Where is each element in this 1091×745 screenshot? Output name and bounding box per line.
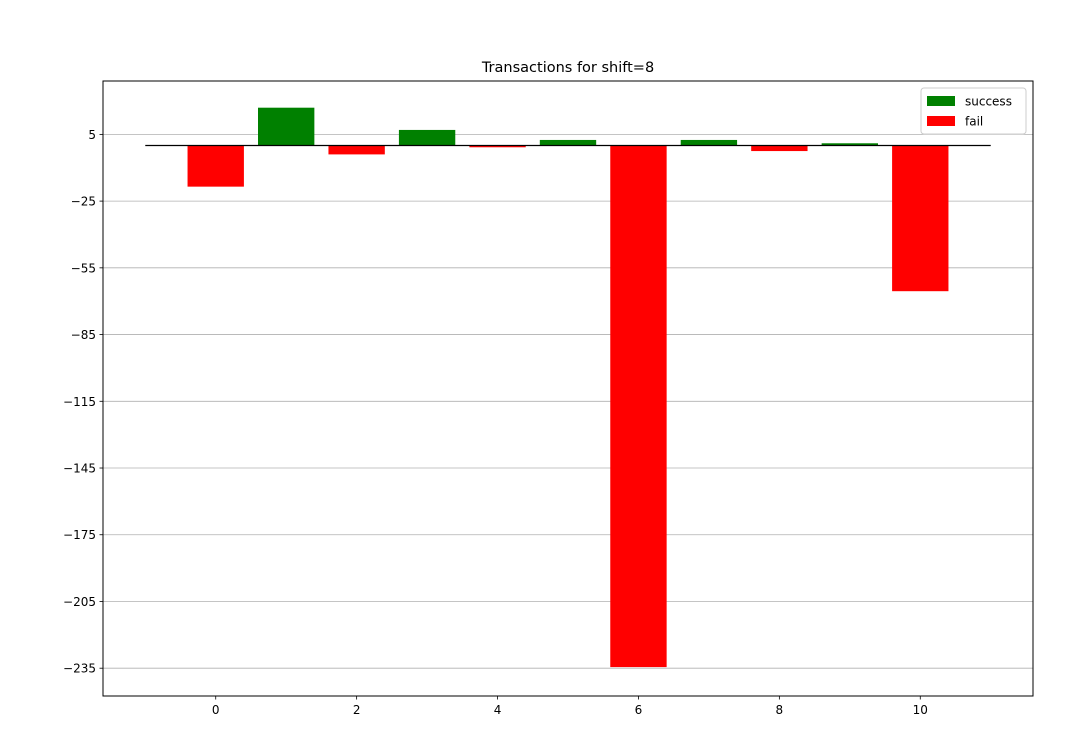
bar-success bbox=[398, 129, 456, 146]
y-tick-label: −115 bbox=[63, 395, 96, 409]
x-tick-label: 0 bbox=[212, 703, 220, 717]
y-axis-ticks: 5 −25 −55 −85 −115 −145 −175 −205 −235 bbox=[63, 128, 103, 676]
bar-success bbox=[680, 139, 738, 146]
plot-frame bbox=[102, 80, 1034, 697]
bar-fail bbox=[610, 145, 667, 668]
x-tick-label: 6 bbox=[635, 703, 643, 717]
legend-label-success: success bbox=[965, 95, 1012, 109]
y-tick-label: −55 bbox=[71, 261, 96, 275]
bar-fail bbox=[187, 145, 244, 187]
x-axis-ticks: 0 2 4 6 8 10 bbox=[212, 696, 928, 717]
bar-fail bbox=[469, 145, 526, 148]
y-tick-label: −175 bbox=[63, 528, 96, 542]
y-tick-label: −85 bbox=[71, 328, 96, 342]
x-tick-label: 8 bbox=[776, 703, 784, 717]
legend-swatch-fail bbox=[927, 116, 955, 126]
x-tick-label: 10 bbox=[913, 703, 928, 717]
x-tick-label: 4 bbox=[494, 703, 502, 717]
legend: success fail bbox=[920, 87, 1027, 135]
y-tick-label: −25 bbox=[71, 195, 96, 209]
y-tick-label: 5 bbox=[88, 128, 96, 142]
y-tick-label: −235 bbox=[63, 662, 96, 676]
y-tick-label: −205 bbox=[63, 595, 96, 609]
bar-fail bbox=[328, 145, 385, 155]
chart-title: Transactions for shift=8 bbox=[481, 60, 654, 76]
y-tick-label: −145 bbox=[63, 462, 96, 476]
bar-success bbox=[258, 107, 315, 146]
bar-success bbox=[539, 139, 597, 146]
legend-swatch-success bbox=[927, 96, 955, 106]
bar-fail bbox=[892, 145, 949, 292]
legend-label-fail: fail bbox=[965, 115, 983, 129]
x-tick-label: 2 bbox=[353, 703, 361, 717]
bar-fail bbox=[751, 145, 808, 152]
bars bbox=[187, 107, 949, 668]
bar-success bbox=[821, 143, 878, 146]
